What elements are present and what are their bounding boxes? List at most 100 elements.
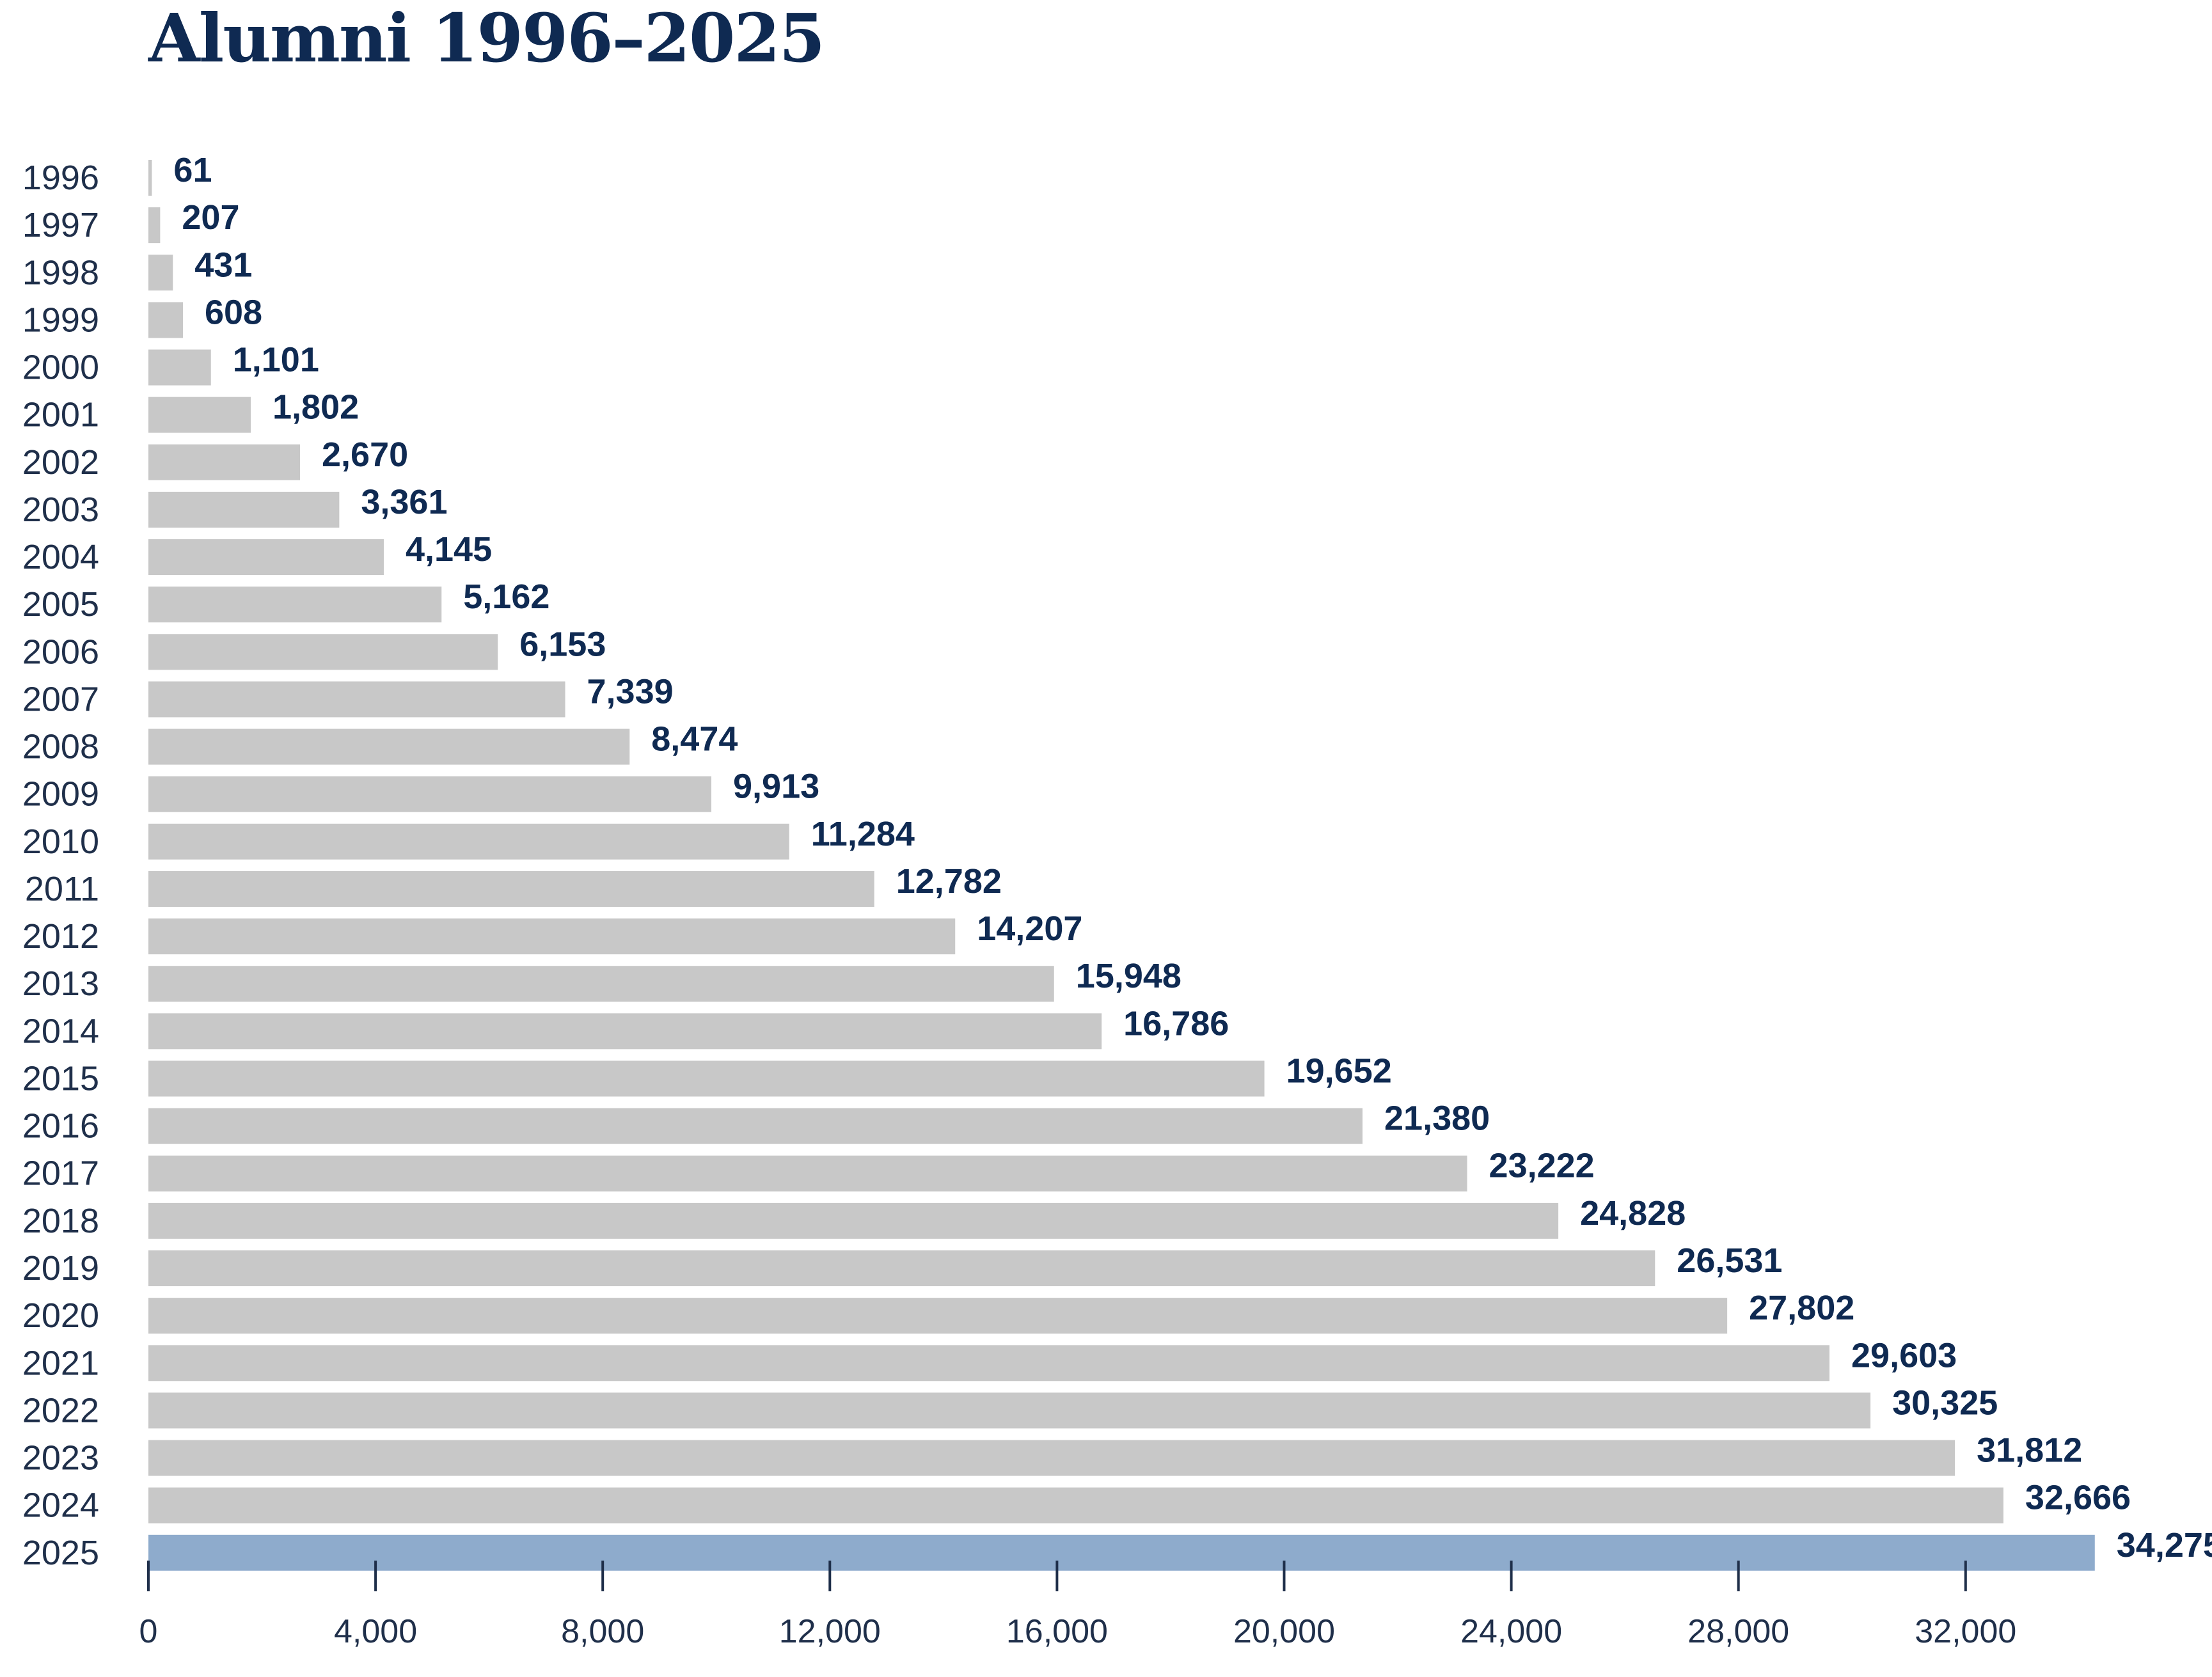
value-label-2008: 8,474 <box>651 720 738 759</box>
year-label-2003: 2003 <box>22 491 99 529</box>
bar-2002 <box>148 444 301 480</box>
bar-2010 <box>148 823 789 860</box>
value-label-2000: 1,101 <box>233 341 319 379</box>
year-label-2009: 2009 <box>22 775 99 814</box>
chart-title: Alumni 1996–2025 <box>148 0 825 77</box>
value-label-2021: 29,603 <box>1851 1336 1957 1374</box>
bar-2007 <box>148 681 565 718</box>
value-labels-group: 61 207 431 608 1,101 1,802 2,670 3,361 4,145 5,16… <box>173 151 2212 1564</box>
value-label-2023: 31,812 <box>1977 1431 2082 1470</box>
year-label-1997: 1997 <box>22 206 99 244</box>
year-label-2011: 2011 <box>25 870 99 908</box>
value-label-2005: 5,162 <box>463 578 549 616</box>
value-label-2017: 23,222 <box>1489 1147 1595 1185</box>
year-label-2002: 2002 <box>22 443 99 482</box>
year-label-2017: 2017 <box>22 1154 99 1193</box>
bar-2011 <box>148 870 874 907</box>
value-label-2001: 1,802 <box>273 388 359 427</box>
x-axis: 0 4,000 8,000 12,000 16,000 20,000 24,000 28,00… <box>139 1561 2016 1650</box>
bar-2005 <box>148 587 442 623</box>
value-label-2011: 12,782 <box>896 862 1002 901</box>
value-label-2019: 26,531 <box>1677 1241 1782 1280</box>
year-label-2016: 2016 <box>22 1107 99 1146</box>
bar-2022 <box>148 1392 1871 1429</box>
bar-2024 <box>148 1487 2003 1523</box>
value-label-2016: 21,380 <box>1384 1099 1490 1138</box>
bars-group <box>148 160 2095 1571</box>
year-label-2010: 2010 <box>22 823 99 861</box>
bar-2017 <box>148 1155 1467 1192</box>
x-tick-label-16000: 16,000 <box>1006 1613 1108 1650</box>
bar-2004 <box>148 539 384 576</box>
x-tick-label-4000: 4,000 <box>334 1613 417 1650</box>
year-label-2006: 2006 <box>22 633 99 671</box>
bar-2009 <box>148 776 712 812</box>
value-label-2010: 11,284 <box>811 815 915 853</box>
bar-2015 <box>148 1060 1265 1097</box>
year-label-2019: 2019 <box>22 1249 99 1287</box>
bar-2001 <box>148 397 251 433</box>
x-tick-label-32000: 32,000 <box>1915 1613 2016 1650</box>
bar-2019 <box>148 1250 1655 1286</box>
value-label-2013: 15,948 <box>1076 957 1181 995</box>
value-label-2025: 34,275 <box>2117 1526 2212 1564</box>
year-label-2004: 2004 <box>22 538 99 576</box>
year-label-2024: 2024 <box>22 1486 99 1525</box>
year-labels-group: 1996 1997 1998 1999 2000 2001 2002 2003 2004 2005… <box>22 159 99 1572</box>
bar-1997 <box>148 207 161 244</box>
bar-2021 <box>148 1345 1830 1382</box>
value-label-2004: 4,145 <box>406 530 492 569</box>
bar-1999 <box>148 302 183 338</box>
value-label-2020: 27,802 <box>1749 1289 1854 1327</box>
year-label-2018: 2018 <box>22 1202 99 1240</box>
value-label-2003: 3,361 <box>361 483 447 521</box>
bar-2006 <box>148 634 498 670</box>
value-label-2006: 6,153 <box>519 625 606 663</box>
value-label-1996: 61 <box>173 151 212 189</box>
x-tick-label-24000: 24,000 <box>1460 1613 1562 1650</box>
year-label-2015: 2015 <box>22 1059 99 1098</box>
value-label-2012: 14,207 <box>977 909 1082 948</box>
x-tick-label-12000: 12,000 <box>779 1613 881 1650</box>
bar-2025 <box>148 1534 2095 1571</box>
bar-2008 <box>148 728 630 765</box>
year-label-2014: 2014 <box>22 1012 99 1050</box>
year-label-2001: 2001 <box>22 396 99 434</box>
bar-2018 <box>148 1202 1559 1239</box>
x-tick-label-0: 0 <box>139 1613 158 1650</box>
value-label-1997: 207 <box>182 198 239 237</box>
year-label-2025: 2025 <box>22 1534 99 1572</box>
value-label-2022: 30,325 <box>1892 1383 1998 1422</box>
value-label-2007: 7,339 <box>587 672 674 711</box>
bar-1998 <box>148 255 173 291</box>
year-label-1998: 1998 <box>22 253 99 292</box>
year-label-2020: 2020 <box>22 1296 99 1335</box>
bar-2000 <box>148 349 211 386</box>
value-label-2014: 16,786 <box>1123 1004 1229 1043</box>
year-label-2012: 2012 <box>22 917 99 956</box>
bar-2014 <box>148 1013 1102 1050</box>
year-label-2013: 2013 <box>22 964 99 1003</box>
bar-2020 <box>148 1298 1728 1334</box>
year-label-2008: 2008 <box>22 728 99 766</box>
year-label-2022: 2022 <box>22 1391 99 1429</box>
value-label-1999: 608 <box>205 293 262 331</box>
value-label-2024: 32,666 <box>2025 1479 2131 1517</box>
year-label-2021: 2021 <box>22 1344 99 1382</box>
bar-2016 <box>148 1108 1363 1144</box>
bar-2023 <box>148 1440 1955 1476</box>
value-label-2018: 24,828 <box>1580 1194 1686 1232</box>
year-label-2023: 2023 <box>22 1439 99 1477</box>
x-tick-label-8000: 8,000 <box>561 1613 644 1650</box>
value-label-2015: 19,652 <box>1286 1051 1392 1090</box>
value-label-2009: 9,913 <box>733 768 819 806</box>
bar-2012 <box>148 918 956 955</box>
bar-2003 <box>148 491 340 528</box>
bar-2013 <box>148 966 1054 1002</box>
year-label-1999: 1999 <box>22 301 99 339</box>
value-label-2002: 2,670 <box>322 436 408 474</box>
bar-1996 <box>148 160 152 196</box>
value-label-1998: 431 <box>194 246 252 284</box>
x-tick-label-20000: 20,000 <box>1233 1613 1335 1650</box>
